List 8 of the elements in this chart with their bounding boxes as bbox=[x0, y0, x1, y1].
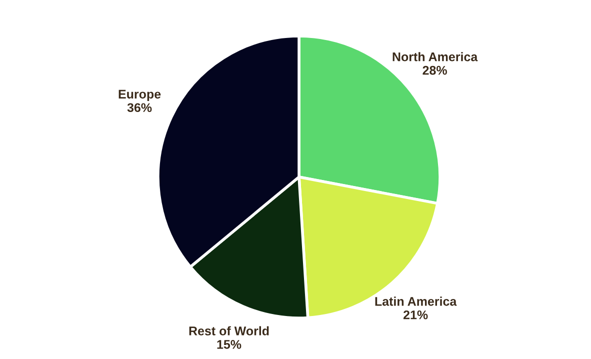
data-label: 21% bbox=[403, 310, 428, 320]
slice-label: North America bbox=[392, 52, 478, 62]
slice-label: Europe bbox=[118, 90, 161, 102]
slice-label: Rest of World bbox=[189, 326, 269, 336]
data-label: 28% bbox=[422, 66, 447, 75]
data-label: 15% bbox=[217, 340, 242, 349]
data-label: 36% bbox=[127, 103, 152, 112]
slice-label: Latin America bbox=[375, 296, 457, 306]
